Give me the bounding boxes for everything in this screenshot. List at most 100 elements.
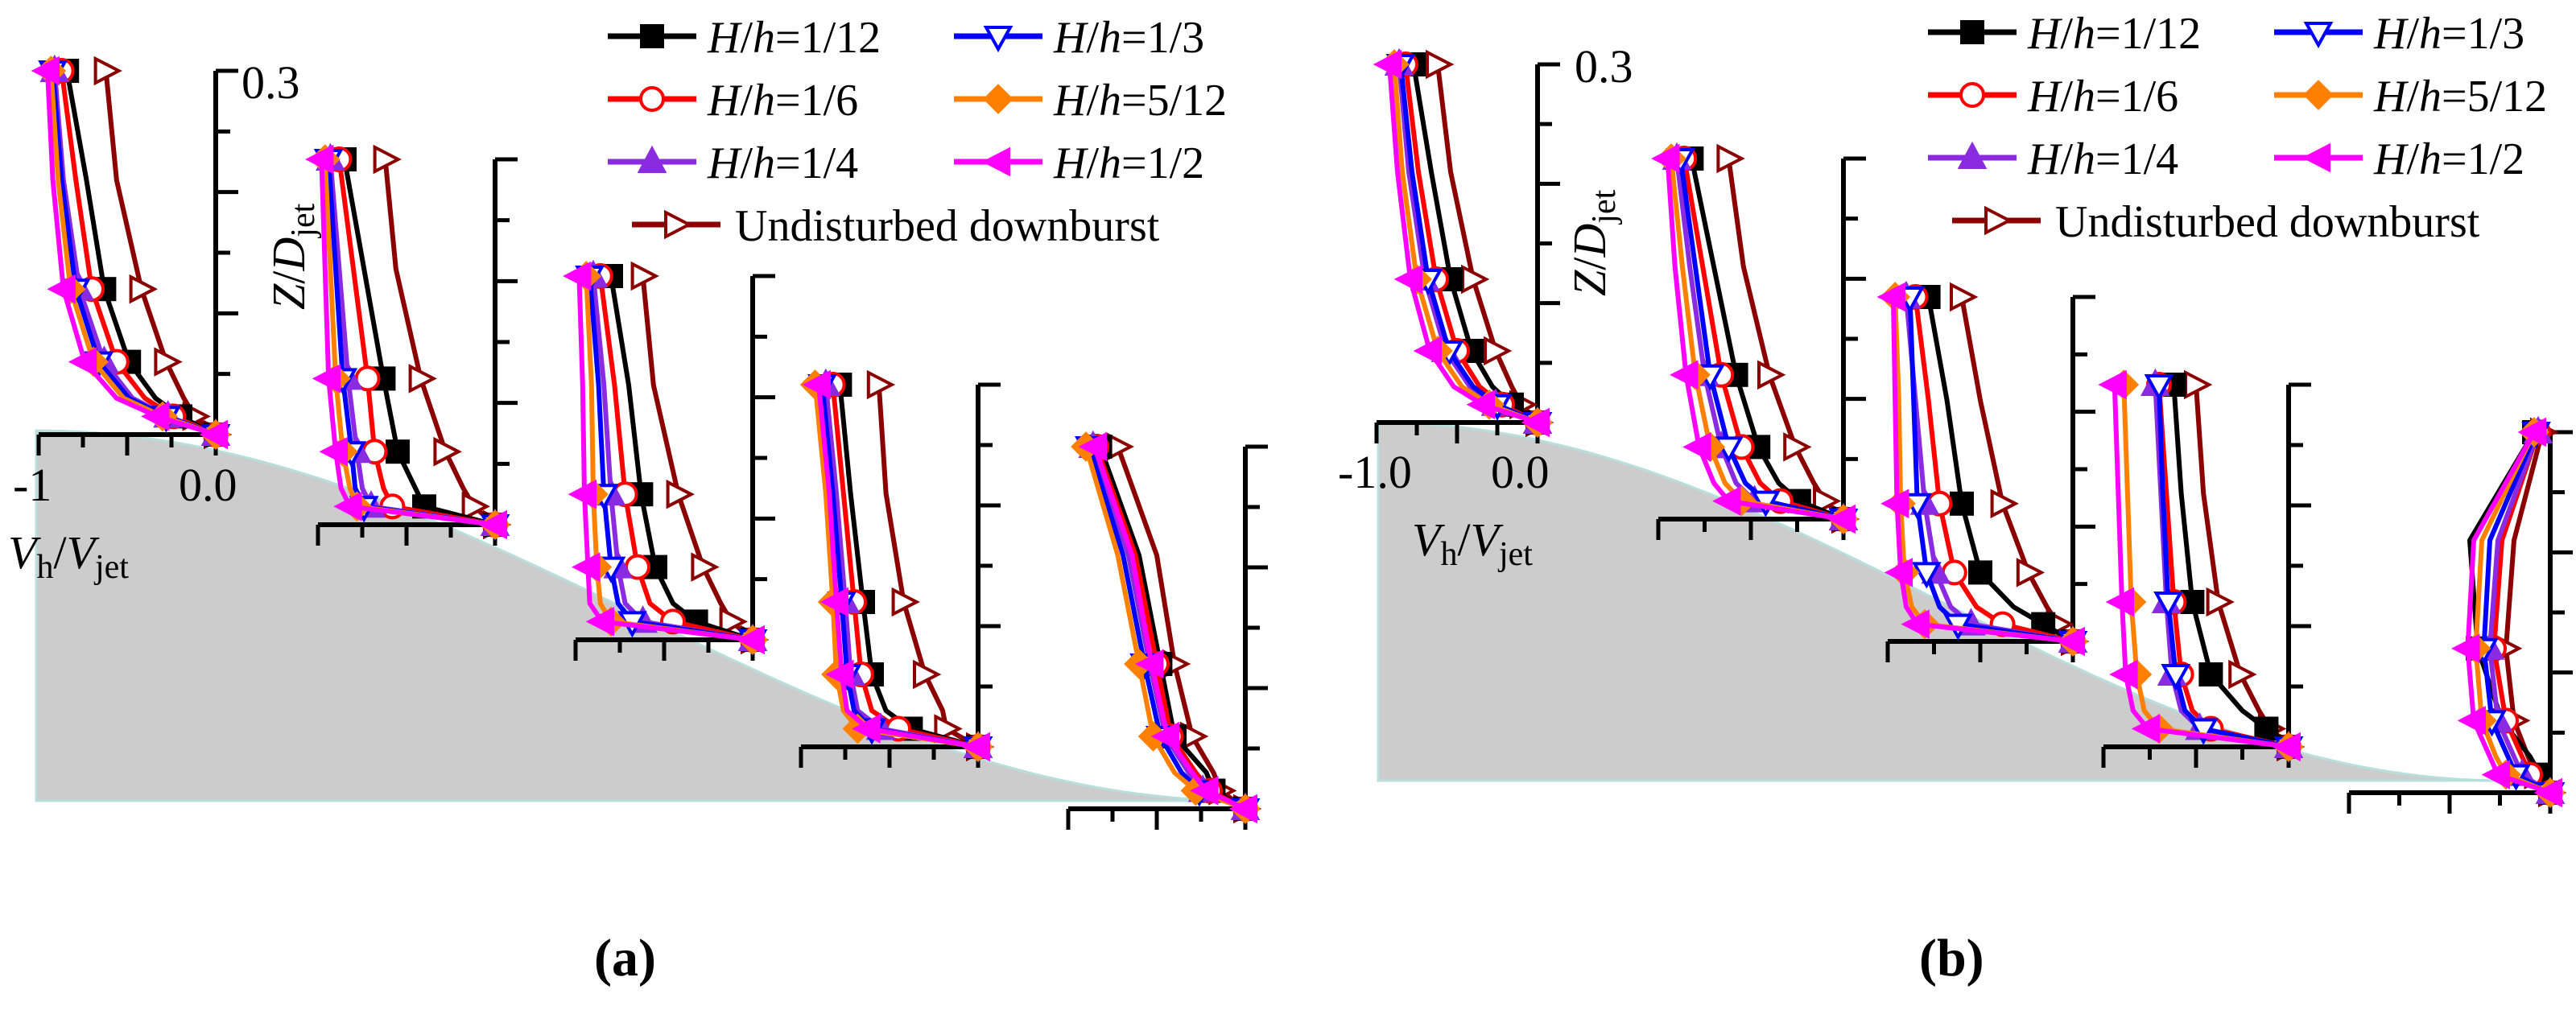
marker-tri-left — [2533, 777, 2562, 808]
x-tick-label-b-min: -1.0 — [1338, 446, 1412, 498]
marker-tri-left — [819, 587, 848, 617]
profile-plots — [31, 47, 2573, 830]
marker-tri-right — [93, 56, 122, 86]
marker-square — [386, 439, 410, 464]
legend-label: H/h=1/12 — [707, 13, 881, 63]
marker-square — [2254, 716, 2279, 741]
marker-tri-left — [568, 479, 597, 509]
marker-tri-left — [199, 419, 228, 450]
legend-item: H/h=5/12 — [954, 76, 1227, 126]
y-axis-label-b: Z/Djet — [1563, 189, 1623, 296]
marker-tri-left — [141, 402, 170, 431]
x-tick-label-a-max: 0.0 — [179, 459, 237, 511]
marker-tri-right — [664, 209, 693, 240]
marker-tri-left — [319, 436, 348, 467]
marker-tri-left — [333, 492, 362, 521]
marker-tri-left — [1228, 794, 1257, 824]
legend-item: H/h=1/12 — [1928, 9, 2201, 59]
marker-tri-left — [1466, 390, 1495, 420]
marker-tri-right — [1484, 336, 1513, 366]
marker-circle — [1959, 82, 1985, 108]
marker-tri-right — [913, 659, 942, 690]
panel-label-a: (a) — [594, 929, 656, 987]
legend-item: H/h=1/2 — [954, 138, 1204, 188]
marker-tri-right — [1984, 205, 2013, 236]
marker-tri-left — [2109, 659, 2138, 690]
marker-tri-right — [373, 144, 402, 175]
legend-label: H/h=1/4 — [2027, 134, 2178, 184]
marker-tri-left — [1135, 649, 1164, 679]
marker-tri-right — [1426, 49, 1455, 80]
legend-label: H/h=1/4 — [707, 138, 858, 188]
marker-tri-left — [1880, 489, 1909, 519]
legend-label: H/h=5/12 — [2373, 72, 2547, 122]
marker-tri-left — [1373, 49, 1402, 80]
legend-item: H/h=1/3 — [2274, 9, 2524, 59]
marker-tri-left — [1521, 407, 1550, 438]
series-line — [640, 275, 754, 642]
series-line — [2194, 384, 2291, 749]
series-line — [837, 384, 979, 749]
marker-tri-left — [981, 146, 1010, 177]
series-line — [2121, 384, 2289, 749]
marker-tri-left — [563, 261, 592, 291]
marker-circle — [639, 86, 665, 112]
legend-item: H/h=1/4 — [1928, 134, 2178, 184]
profile-b-station-3 — [1876, 280, 2095, 662]
marker-square — [1960, 20, 1984, 44]
marker-square — [1950, 491, 1974, 516]
marker-tri-down — [1911, 562, 1942, 589]
marker-tri-left — [961, 732, 990, 762]
legend-item: H/h=1/4 — [608, 138, 858, 188]
marker-tri-left — [1876, 282, 1905, 312]
legend-label: H/h=1/6 — [2027, 72, 2178, 122]
legend-label: H/h=1/2 — [1053, 138, 1204, 188]
marker-tri-down — [2153, 592, 2183, 619]
marker-tri-left — [572, 552, 601, 582]
series-line — [591, 275, 753, 642]
marker-tri-left — [2131, 714, 2161, 744]
marker-tri-left — [852, 714, 881, 744]
marker-tri-left — [2105, 587, 2134, 617]
marker-tri-right — [2228, 659, 2257, 690]
y-tick-label-b: 0.3 — [1575, 40, 1633, 93]
marker-square — [2031, 612, 2056, 637]
series-line — [1403, 64, 1539, 425]
series-line — [1726, 158, 1846, 521]
marker-tri-right — [1783, 432, 1812, 462]
profile-b-station-2 — [1651, 142, 1866, 540]
marker-tri-left — [2098, 369, 2127, 400]
marker-tri-right — [433, 436, 462, 467]
marker-tri-right — [2016, 558, 2046, 587]
marker-tri-right — [691, 552, 720, 582]
marker-tri-right — [461, 492, 490, 521]
marker-tri-up — [1957, 141, 1988, 169]
marker-tri-right — [1990, 489, 2019, 519]
marker-tri-left — [585, 607, 614, 637]
marker-tri-left — [2056, 626, 2085, 657]
profile-b-station-5 — [2347, 415, 2573, 814]
marker-tri-left — [2481, 760, 2510, 789]
legend-item: H/h=1/6 — [1928, 72, 2178, 122]
legends: H/h=1/12 H/h=1/3 H/h=1/6 H/h=5/12 H/h=1/4 H/h… — [608, 9, 2547, 251]
marker-tri-left — [1413, 336, 1442, 366]
series-line — [342, 159, 496, 527]
profile-b-station-1 — [1373, 47, 1560, 443]
profile-a-station-4 — [799, 368, 1001, 768]
legend-label: H/h=1/6 — [707, 76, 858, 126]
series-line — [1669, 158, 1844, 521]
panel-label-b: (b) — [1919, 929, 1984, 987]
marker-tri-left — [802, 369, 831, 400]
x-tick-label-b-max: 0.0 — [1491, 446, 1550, 498]
legend-item: H/h=1/2 — [2274, 134, 2524, 184]
marker-tri-left — [1651, 143, 1680, 174]
marker-tri-right — [154, 347, 183, 377]
series-line — [382, 159, 497, 527]
x-axis-label-b: Vh/Vjet — [1412, 513, 1533, 573]
marker-tri-left — [47, 274, 76, 304]
legend-label: H/h=5/12 — [1053, 76, 1227, 126]
marker-square — [1968, 560, 1992, 585]
marker-tri-right — [719, 607, 748, 637]
legend-item-undisturbed: Undisturbed downburst — [1952, 197, 2480, 247]
